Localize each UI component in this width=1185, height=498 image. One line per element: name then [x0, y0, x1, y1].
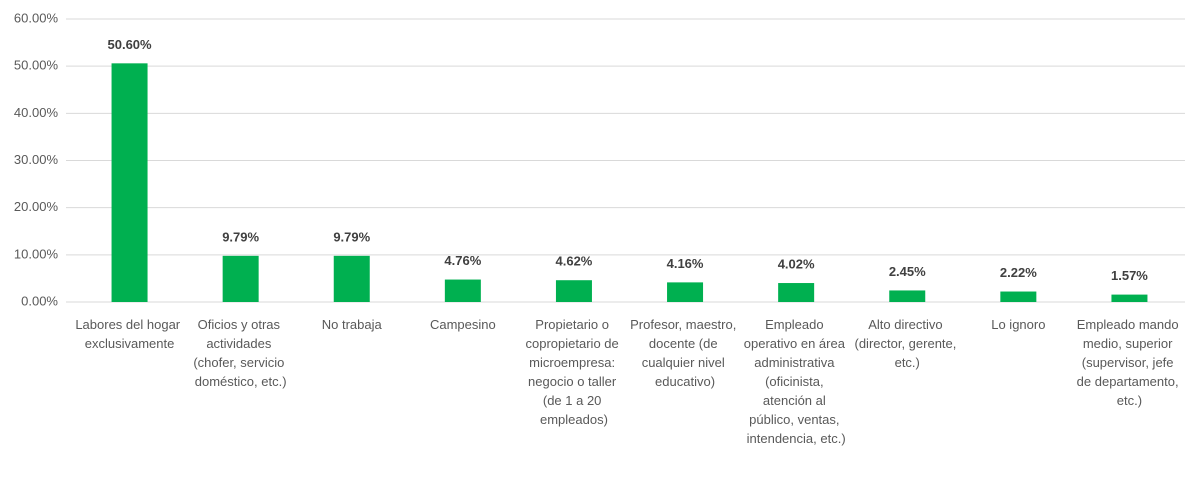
value-label: 4.02% [778, 256, 815, 271]
value-label: 1.57% [1111, 268, 1148, 283]
bar [555, 280, 592, 302]
x-tick-label: Lo ignoro [991, 317, 1045, 332]
x-tick-label: Oficios y otras actividades (chofer, ser… [193, 317, 288, 389]
value-label: 2.22% [1000, 265, 1037, 280]
x-tick-label: Empleado mando medio, superior (supervis… [1077, 317, 1183, 408]
bar [889, 290, 926, 302]
value-label: 2.45% [889, 264, 926, 279]
y-tick-label: 10.00% [14, 246, 59, 261]
value-label: 9.79% [222, 229, 259, 244]
value-label: 4.16% [667, 256, 704, 271]
bar [1111, 294, 1148, 302]
y-tick-label: 0.00% [21, 293, 58, 308]
y-tick-label: 60.00% [14, 10, 59, 25]
value-label: 9.79% [333, 229, 370, 244]
x-tick-label: Profesor, maestro, docente (de cualquier… [630, 317, 740, 389]
y-tick-label: 40.00% [14, 105, 59, 120]
bar [111, 63, 148, 302]
x-tick-label: Alto directivo (director, gerente, etc.) [855, 317, 961, 370]
y-tick-label: 30.00% [14, 152, 59, 167]
value-label: 50.60% [108, 37, 153, 52]
x-tick-label: Campesino [430, 317, 496, 332]
bar [333, 255, 370, 302]
x-tick-label: Empleado operativo en área administrativ… [744, 317, 849, 446]
x-tick-label: No trabaja [322, 317, 383, 332]
value-label: 4.62% [556, 254, 593, 269]
bar [778, 283, 815, 302]
y-tick-label: 20.00% [14, 199, 59, 214]
bar [667, 282, 704, 302]
x-tick-label: Propietario o copropietario de microempr… [526, 317, 623, 427]
bar [444, 279, 481, 302]
y-tick-label: 50.00% [14, 58, 59, 73]
x-tick-label: Labores del hogar exclusivamente [75, 317, 183, 351]
bar [222, 255, 259, 302]
bar [1000, 291, 1037, 302]
value-label: 4.76% [444, 253, 481, 268]
